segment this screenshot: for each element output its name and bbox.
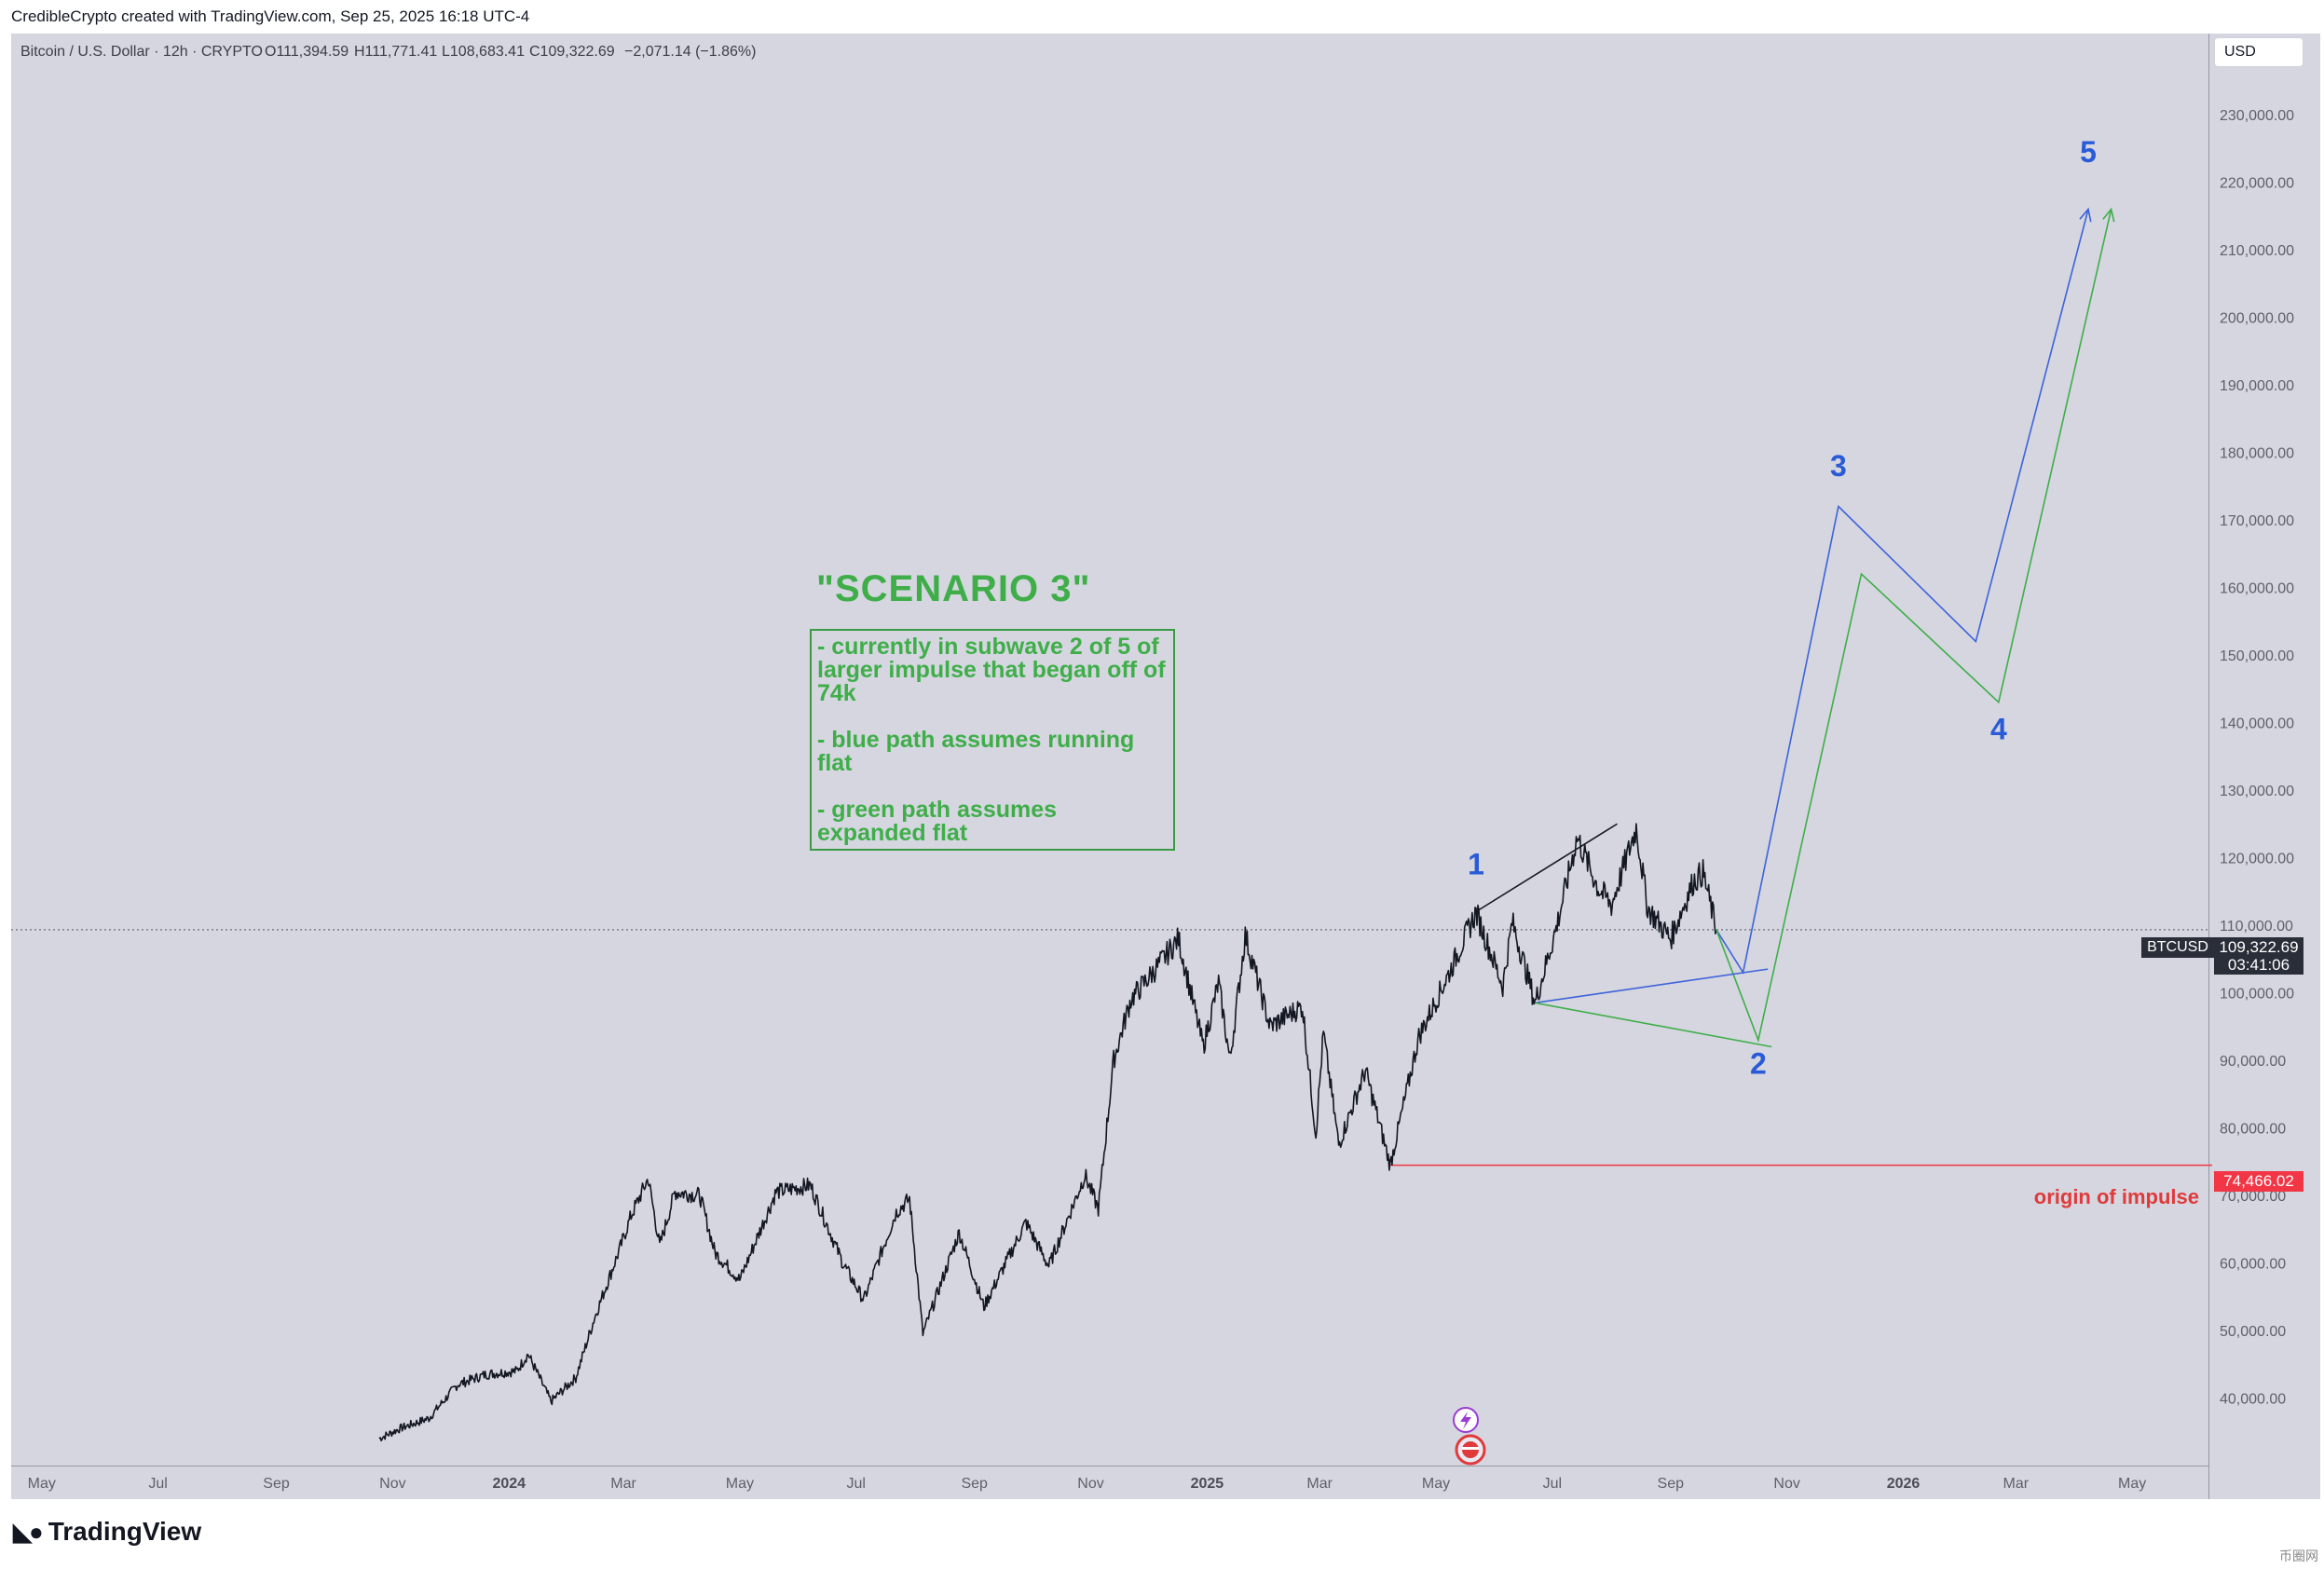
- price-tick-label: 190,000.00: [2220, 378, 2294, 394]
- time-tick-label: Mar: [610, 1476, 636, 1492]
- scenario-notes-box: - currently in subwave 2 of 5 of larger …: [810, 629, 1175, 851]
- price-axis: 40,000.00 50,000.00 60,000.00 70,000.00 80,0…: [2220, 41, 2294, 1408]
- current-price-tag: 109,322.69 03:41:06: [2214, 937, 2303, 975]
- price-tick-label: 200,000.00: [2220, 311, 2294, 327]
- note-line: - currently in subwave 2 of 5 of larger …: [817, 634, 1166, 706]
- wave-label-4: 4: [1990, 713, 2007, 746]
- legend-open: O111,394.59: [265, 44, 349, 60]
- price-tick-label: 220,000.00: [2220, 176, 2294, 192]
- symbol-price-tag: BTCUSD: [2141, 937, 2214, 958]
- time-tick-label: Jul: [148, 1476, 167, 1492]
- price-axis-background: [2208, 34, 2320, 1499]
- legend-symbol: Bitcoin / U.S. Dollar · 12h · CRYPTO: [21, 44, 263, 60]
- triangle-upper-line: [1475, 823, 1618, 913]
- time-tick-label: May: [726, 1476, 754, 1492]
- time-tick-label: Nov: [379, 1476, 405, 1492]
- price-tick-label: 80,000.00: [2220, 1122, 2286, 1138]
- tradingview-logo-icon: ◣●: [13, 1517, 44, 1546]
- time-tick-label: Mar: [1306, 1476, 1333, 1492]
- triangle-layer: [1475, 823, 1772, 1048]
- watermark: 币圈网: [2279, 1549, 2318, 1563]
- note-line: - blue path assumes running flat: [817, 727, 1135, 776]
- triangle-green-lower-line: [1535, 1002, 1772, 1048]
- legend-change: −2,071.14 (−1.86%): [624, 44, 756, 60]
- time-tick-label: Sep: [961, 1476, 988, 1492]
- plot-background: [11, 34, 2208, 1466]
- time-tick-label: Nov: [1077, 1476, 1103, 1492]
- attribution-header: CredibleCrypto created with TradingView.…: [11, 7, 530, 25]
- blue-path-arrowhead: [2079, 207, 2092, 223]
- triangle-blue-lower-line: [1535, 968, 1769, 1004]
- time-tick-label: May: [1422, 1476, 1450, 1492]
- wave-label-2: 2: [1750, 1047, 1767, 1081]
- legend-low: L108,683.41: [442, 44, 525, 60]
- price-tick-label: 70,000.00: [2220, 1189, 2286, 1205]
- event-icons: [1453, 1407, 1486, 1466]
- time-tick-label: Jul: [1543, 1476, 1562, 1492]
- flag-stripe-icon: [1462, 1447, 1479, 1450]
- price-tick-label: 110,000.00: [2220, 919, 2293, 935]
- price-tick-label: 100,000.00: [2220, 987, 2294, 1003]
- price-tick-label: 90,000.00: [2220, 1054, 2286, 1070]
- price-tick-label: 50,000.00: [2220, 1324, 2286, 1340]
- legend-high: H111,771.41: [354, 44, 437, 60]
- time-tick-label: 2025: [1191, 1476, 1224, 1492]
- price-tick-label: 60,000.00: [2220, 1257, 2286, 1273]
- green-projection-path: [1716, 209, 2112, 1044]
- time-tick-label: 2026: [1887, 1476, 1921, 1492]
- origin-price-tag: 74,466.02: [2214, 1171, 2303, 1192]
- price-tick-label: 180,000.00: [2220, 446, 2294, 462]
- legend-close: C109,322.69: [529, 44, 615, 60]
- time-tick-label: Sep: [1658, 1476, 1685, 1492]
- price-tick-label: 230,000.00: [2220, 108, 2294, 124]
- time-tick-label: Nov: [1773, 1476, 1799, 1492]
- ohlc-legend: Bitcoin / U.S. Dollar · 12h · CRYPTO O11…: [21, 44, 756, 60]
- wave-label-3: 3: [1830, 449, 1847, 483]
- time-tick-label: Mar: [2003, 1476, 2029, 1492]
- time-axis: May Jul Sep Nov 2024 Mar May Jul Sep Nov 2025 Mar Ma…: [28, 1476, 2147, 1492]
- tradingview-logo[interactable]: ◣● TradingView: [13, 1517, 201, 1547]
- lightning-bolt-icon: [1460, 1412, 1471, 1429]
- price-tick-label: 140,000.00: [2220, 716, 2294, 732]
- time-tick-label: May: [2118, 1476, 2146, 1492]
- origin-of-impulse-label: origin of impulse: [2033, 1185, 2199, 1208]
- price-tick-label: 160,000.00: [2220, 581, 2294, 597]
- series-layer: [378, 207, 2115, 1442]
- bar-countdown: 03:41:06: [2227, 956, 2290, 974]
- price-tick-label: 150,000.00: [2220, 648, 2294, 664]
- time-tick-label: May: [28, 1476, 56, 1492]
- wave-label-1: 1: [1468, 848, 1484, 881]
- price-tick-label: 40,000.00: [2220, 1392, 2286, 1408]
- current-price-value: 109,322.69: [2219, 938, 2299, 956]
- price-tick-label: 170,000.00: [2220, 513, 2294, 529]
- wave-labels: 1 2 3 4 5: [1468, 135, 2097, 1081]
- blue-projection-path: [1716, 209, 2089, 975]
- price-tick-label: 130,000.00: [2220, 784, 2294, 799]
- btc-price-series: [378, 823, 1717, 1442]
- price-tick-label: 210,000.00: [2220, 243, 2294, 259]
- time-tick-label: Jul: [847, 1476, 866, 1492]
- tradingview-logo-text: TradingView: [48, 1517, 202, 1546]
- scenario-title: "SCENARIO 3": [816, 568, 1091, 609]
- time-tick-label: 2024: [492, 1476, 526, 1492]
- green-path-arrowhead: [2102, 207, 2115, 223]
- time-tick-label: Sep: [263, 1476, 290, 1492]
- time-axis-background: [11, 1466, 2208, 1499]
- note-line: - green path assumes expanded flat: [817, 797, 1058, 846]
- wave-label-5: 5: [2080, 135, 2097, 169]
- price-tick-label: 120,000.00: [2220, 852, 2294, 867]
- currency-button[interactable]: USD: [2214, 37, 2303, 67]
